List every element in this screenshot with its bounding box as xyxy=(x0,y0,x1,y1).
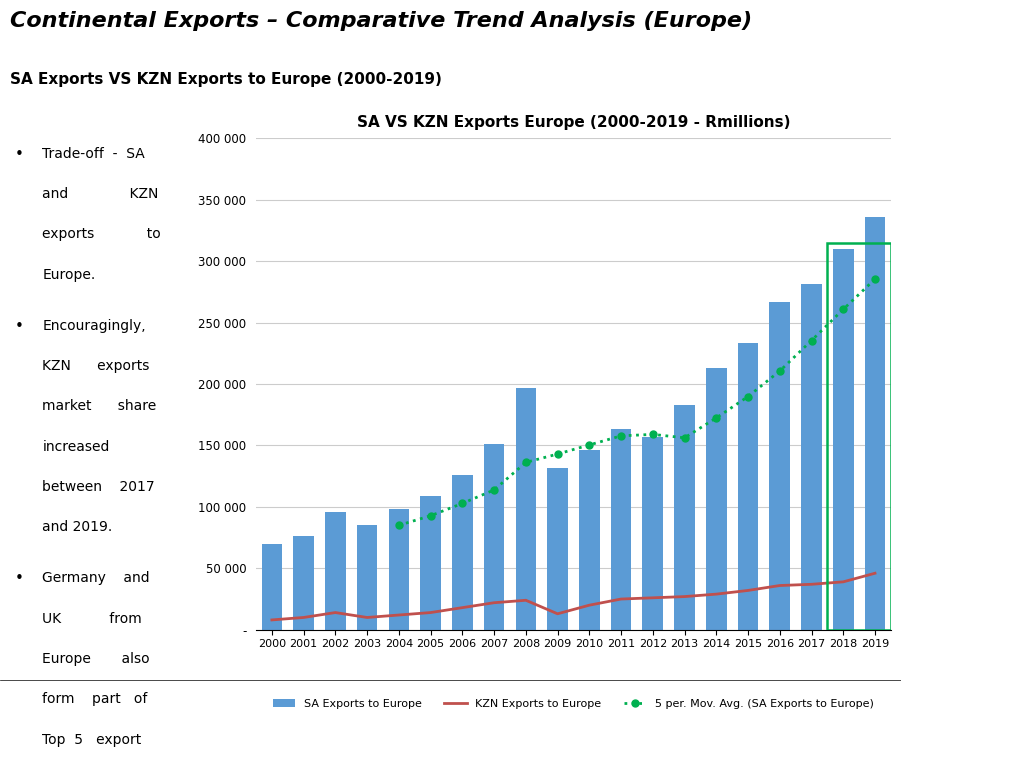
Bar xyxy=(864,217,886,630)
Text: and 2019.: and 2019. xyxy=(43,521,113,535)
Text: and              KZN: and KZN xyxy=(43,187,159,201)
Bar xyxy=(737,343,759,630)
Bar xyxy=(706,368,727,630)
Text: Europe       also: Europe also xyxy=(43,652,151,666)
Text: UK           from: UK from xyxy=(43,611,142,626)
Bar xyxy=(293,536,314,630)
Text: Germany    and: Germany and xyxy=(43,571,151,585)
Title: SA VS KZN Exports Europe (2000-2019 - Rmillions): SA VS KZN Exports Europe (2000-2019 - Rm… xyxy=(356,115,791,130)
Bar xyxy=(801,284,822,630)
Bar xyxy=(356,525,378,630)
Text: Encouragingly,: Encouragingly, xyxy=(43,319,146,333)
Text: form    part   of: form part of xyxy=(43,693,147,707)
Text: Top  5   export: Top 5 export xyxy=(43,733,141,746)
Text: Continental Exports – Comparative Trend Analysis (Europe): Continental Exports – Comparative Trend … xyxy=(10,12,753,31)
Text: •: • xyxy=(14,319,24,334)
Text: market      share: market share xyxy=(43,399,157,413)
Bar xyxy=(261,544,283,630)
Text: between    2017: between 2017 xyxy=(43,480,155,494)
Bar xyxy=(515,388,537,630)
Text: KZN      exports: KZN exports xyxy=(43,359,150,373)
Bar xyxy=(827,243,891,630)
Bar xyxy=(833,249,854,630)
Text: Europe.: Europe. xyxy=(43,268,96,282)
Text: SA Exports VS KZN Exports to Europe (2000-2019): SA Exports VS KZN Exports to Europe (200… xyxy=(10,72,442,87)
Text: exports            to: exports to xyxy=(43,227,161,241)
Bar xyxy=(642,437,664,630)
Bar xyxy=(610,429,632,630)
Bar xyxy=(325,511,346,630)
Bar xyxy=(579,450,600,630)
Text: •: • xyxy=(14,147,24,162)
Legend: SA Exports to Europe, KZN Exports to Europe, 5 per. Mov. Avg. (SA Exports to Eur: SA Exports to Europe, KZN Exports to Eur… xyxy=(268,694,879,713)
Bar xyxy=(547,468,568,630)
Bar xyxy=(674,405,695,630)
Text: increased: increased xyxy=(43,439,110,454)
Bar xyxy=(483,444,505,630)
Bar xyxy=(388,509,410,630)
Text: •: • xyxy=(14,571,24,587)
Bar xyxy=(769,302,791,630)
Bar xyxy=(420,496,441,630)
Bar xyxy=(452,475,473,630)
Text: Trade-off  -  SA: Trade-off - SA xyxy=(43,147,145,161)
